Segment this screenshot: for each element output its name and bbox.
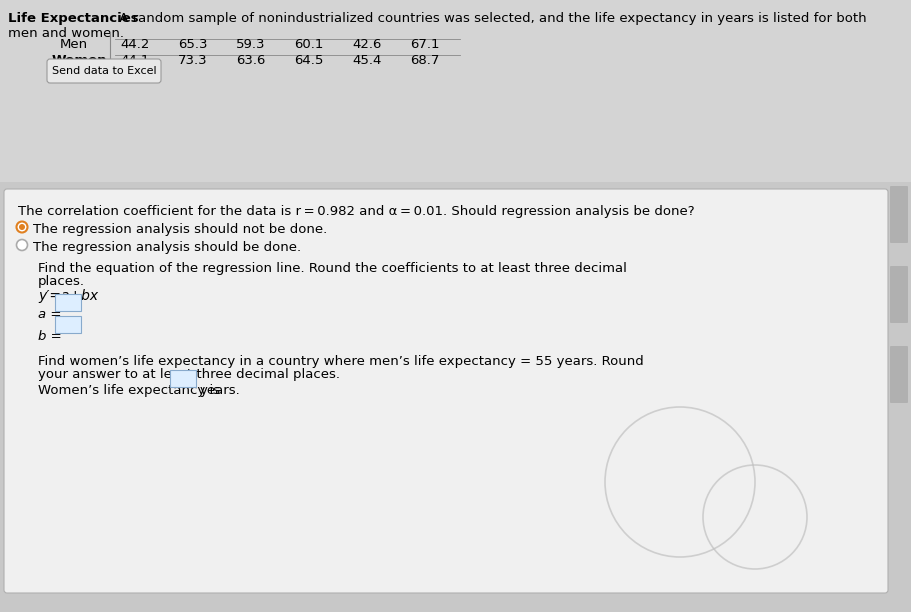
Text: 60.1: 60.1: [294, 38, 323, 51]
Text: 63.6: 63.6: [236, 54, 265, 67]
FancyBboxPatch shape: [0, 0, 911, 182]
Text: y′=a+bx: y′=a+bx: [38, 289, 98, 303]
Text: 73.3: 73.3: [178, 54, 208, 67]
Text: Women’s life expectancy is: Women’s life expectancy is: [38, 384, 220, 397]
Text: The correlation coefficient for the data is r = 0.982 and α = 0.01. Should regre: The correlation coefficient for the data…: [18, 205, 694, 218]
Text: places.: places.: [38, 275, 85, 288]
FancyBboxPatch shape: [170, 370, 196, 387]
Text: 44.2: 44.2: [120, 38, 149, 51]
FancyBboxPatch shape: [55, 316, 81, 333]
Circle shape: [16, 222, 27, 233]
Text: Send data to Excel: Send data to Excel: [52, 66, 157, 76]
Text: your answer to at least three decimal places.: your answer to at least three decimal pl…: [38, 368, 340, 381]
Text: A random sample of nonindustrialized countries was selected, and the life expect: A random sample of nonindustrialized cou…: [115, 12, 866, 25]
Circle shape: [19, 224, 25, 230]
Text: 65.3: 65.3: [178, 38, 208, 51]
FancyBboxPatch shape: [890, 192, 908, 590]
Text: 67.1: 67.1: [410, 38, 439, 51]
Text: 44.1: 44.1: [120, 54, 149, 67]
Circle shape: [16, 239, 27, 250]
Text: 42.6: 42.6: [352, 38, 382, 51]
FancyBboxPatch shape: [47, 59, 161, 83]
Text: years.: years.: [200, 384, 241, 397]
Text: 64.5: 64.5: [294, 54, 323, 67]
FancyBboxPatch shape: [890, 266, 908, 323]
FancyBboxPatch shape: [0, 182, 911, 612]
Text: Find the equation of the regression line. Round the coefficients to at least thr: Find the equation of the regression line…: [38, 262, 627, 275]
Text: 68.7: 68.7: [410, 54, 439, 67]
Text: a =: a =: [38, 308, 62, 321]
FancyBboxPatch shape: [4, 189, 888, 593]
Text: Find women’s life expectancy in a country where men’s life expectancy = 55 years: Find women’s life expectancy in a countr…: [38, 355, 644, 368]
Text: men and women.: men and women.: [8, 27, 124, 40]
Text: 45.4: 45.4: [352, 54, 382, 67]
Text: The regression analysis should not be done.: The regression analysis should not be do…: [33, 223, 327, 236]
Text: The regression analysis should be done.: The regression analysis should be done.: [33, 241, 302, 253]
FancyBboxPatch shape: [55, 294, 81, 311]
FancyBboxPatch shape: [890, 346, 908, 403]
Text: Life Expectancies: Life Expectancies: [8, 12, 138, 25]
Text: Men: Men: [60, 38, 88, 51]
FancyBboxPatch shape: [890, 186, 908, 243]
Text: b =: b =: [38, 330, 62, 343]
Text: Women: Women: [52, 54, 107, 67]
Text: 59.3: 59.3: [236, 38, 265, 51]
